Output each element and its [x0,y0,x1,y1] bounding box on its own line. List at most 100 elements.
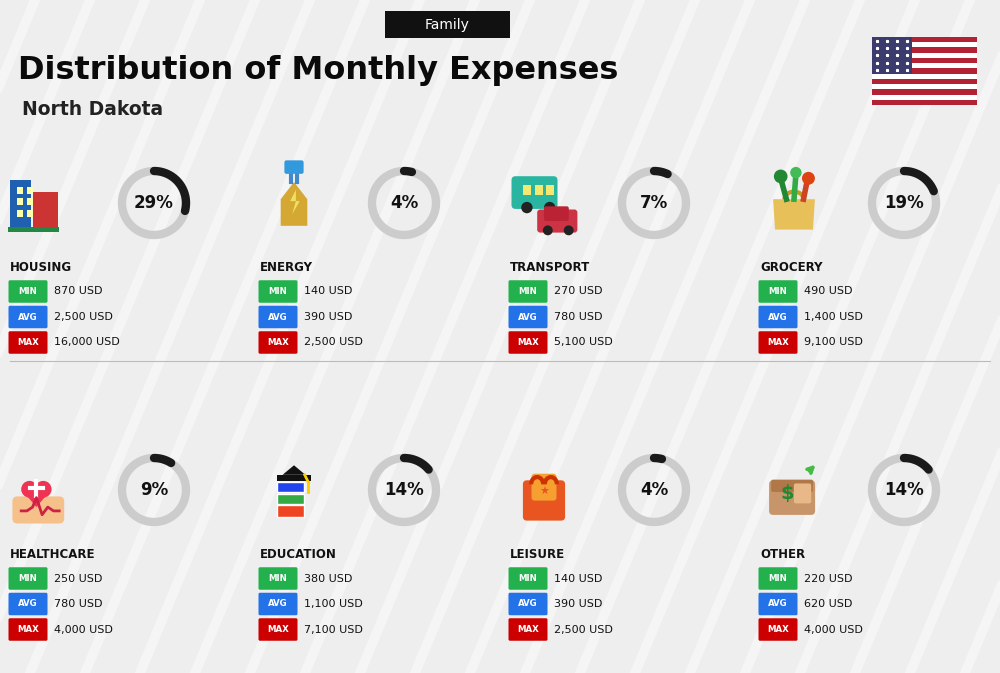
FancyBboxPatch shape [509,618,548,641]
FancyBboxPatch shape [17,199,23,205]
Text: AVG: AVG [18,600,38,608]
FancyBboxPatch shape [872,100,977,105]
Text: 390 USD: 390 USD [304,312,352,322]
FancyBboxPatch shape [759,306,798,328]
FancyBboxPatch shape [8,331,47,354]
Text: MAX: MAX [17,625,39,634]
FancyBboxPatch shape [8,618,47,641]
Text: 140 USD: 140 USD [304,287,352,297]
Text: 7,100 USD: 7,100 USD [304,625,363,635]
FancyBboxPatch shape [872,37,912,73]
FancyBboxPatch shape [284,160,304,174]
FancyBboxPatch shape [872,48,977,52]
Text: 14%: 14% [884,481,924,499]
FancyBboxPatch shape [759,618,798,641]
Text: AVG: AVG [518,600,538,608]
Text: 29%: 29% [134,194,174,212]
Text: MIN: MIN [769,287,787,296]
Text: AVG: AVG [768,600,788,608]
Text: MIN: MIN [19,287,37,296]
FancyBboxPatch shape [33,192,58,229]
FancyBboxPatch shape [511,176,557,209]
FancyBboxPatch shape [872,42,977,48]
FancyBboxPatch shape [258,306,298,328]
Text: 16,000 USD: 16,000 USD [54,337,120,347]
FancyBboxPatch shape [258,593,298,615]
Text: MAX: MAX [767,338,789,347]
Text: MIN: MIN [519,574,537,583]
Text: Distribution of Monthly Expenses: Distribution of Monthly Expenses [18,55,618,86]
Circle shape [35,481,52,497]
Text: 270 USD: 270 USD [554,287,602,297]
FancyBboxPatch shape [17,210,23,217]
Text: 250 USD: 250 USD [54,573,102,583]
FancyBboxPatch shape [523,481,565,521]
FancyBboxPatch shape [509,593,548,615]
Polygon shape [22,490,51,507]
Text: MIN: MIN [269,287,287,296]
Text: 9,100 USD: 9,100 USD [804,337,863,347]
Text: MIN: MIN [519,287,537,296]
FancyBboxPatch shape [523,185,531,195]
Circle shape [564,225,574,236]
Text: 9%: 9% [140,481,168,499]
Circle shape [21,481,38,497]
Text: 380 USD: 380 USD [304,573,352,583]
FancyBboxPatch shape [509,306,548,328]
Text: 220 USD: 220 USD [804,573,853,583]
FancyBboxPatch shape [10,180,31,229]
FancyBboxPatch shape [8,306,47,328]
Polygon shape [290,190,300,215]
Circle shape [543,225,553,236]
FancyBboxPatch shape [872,52,977,58]
FancyBboxPatch shape [277,483,304,492]
Text: MAX: MAX [17,338,39,347]
FancyBboxPatch shape [385,11,510,38]
FancyBboxPatch shape [771,480,813,492]
Text: 620 USD: 620 USD [804,599,852,609]
Text: 780 USD: 780 USD [54,599,102,609]
FancyBboxPatch shape [872,69,977,73]
FancyBboxPatch shape [872,90,977,94]
Text: 4,000 USD: 4,000 USD [54,625,113,635]
Circle shape [774,170,788,183]
FancyBboxPatch shape [872,37,977,42]
Text: 390 USD: 390 USD [554,599,602,609]
Text: AVG: AVG [518,312,538,322]
Text: MAX: MAX [767,625,789,634]
Text: AVG: AVG [768,312,788,322]
Text: 870 USD: 870 USD [54,287,102,297]
FancyBboxPatch shape [258,280,298,303]
Text: $: $ [780,485,794,503]
FancyBboxPatch shape [258,618,298,641]
Text: 5,100 USD: 5,100 USD [554,337,613,347]
FancyBboxPatch shape [872,73,977,79]
Text: MIN: MIN [19,574,37,583]
FancyBboxPatch shape [546,185,554,195]
Text: ★: ★ [539,487,549,497]
Polygon shape [281,182,307,226]
Text: 2,500 USD: 2,500 USD [54,312,113,322]
Circle shape [802,172,815,185]
Text: HEALTHCARE: HEALTHCARE [10,548,95,561]
Circle shape [521,202,533,213]
FancyBboxPatch shape [8,593,47,615]
FancyBboxPatch shape [277,494,304,505]
Text: TRANSPORT: TRANSPORT [510,261,590,274]
FancyBboxPatch shape [509,280,548,303]
FancyBboxPatch shape [544,207,569,221]
FancyBboxPatch shape [17,187,23,194]
FancyBboxPatch shape [794,483,811,503]
Text: North Dakota: North Dakota [22,100,163,119]
FancyBboxPatch shape [8,280,47,303]
Text: OTHER: OTHER [760,548,805,561]
Text: MIN: MIN [769,574,787,583]
Text: 1,400 USD: 1,400 USD [804,312,863,322]
Polygon shape [283,465,305,474]
Text: 490 USD: 490 USD [804,287,853,297]
Text: 780 USD: 780 USD [554,312,602,322]
FancyBboxPatch shape [509,567,548,590]
FancyBboxPatch shape [872,94,977,100]
Text: MIN: MIN [269,574,287,583]
FancyBboxPatch shape [872,79,977,84]
